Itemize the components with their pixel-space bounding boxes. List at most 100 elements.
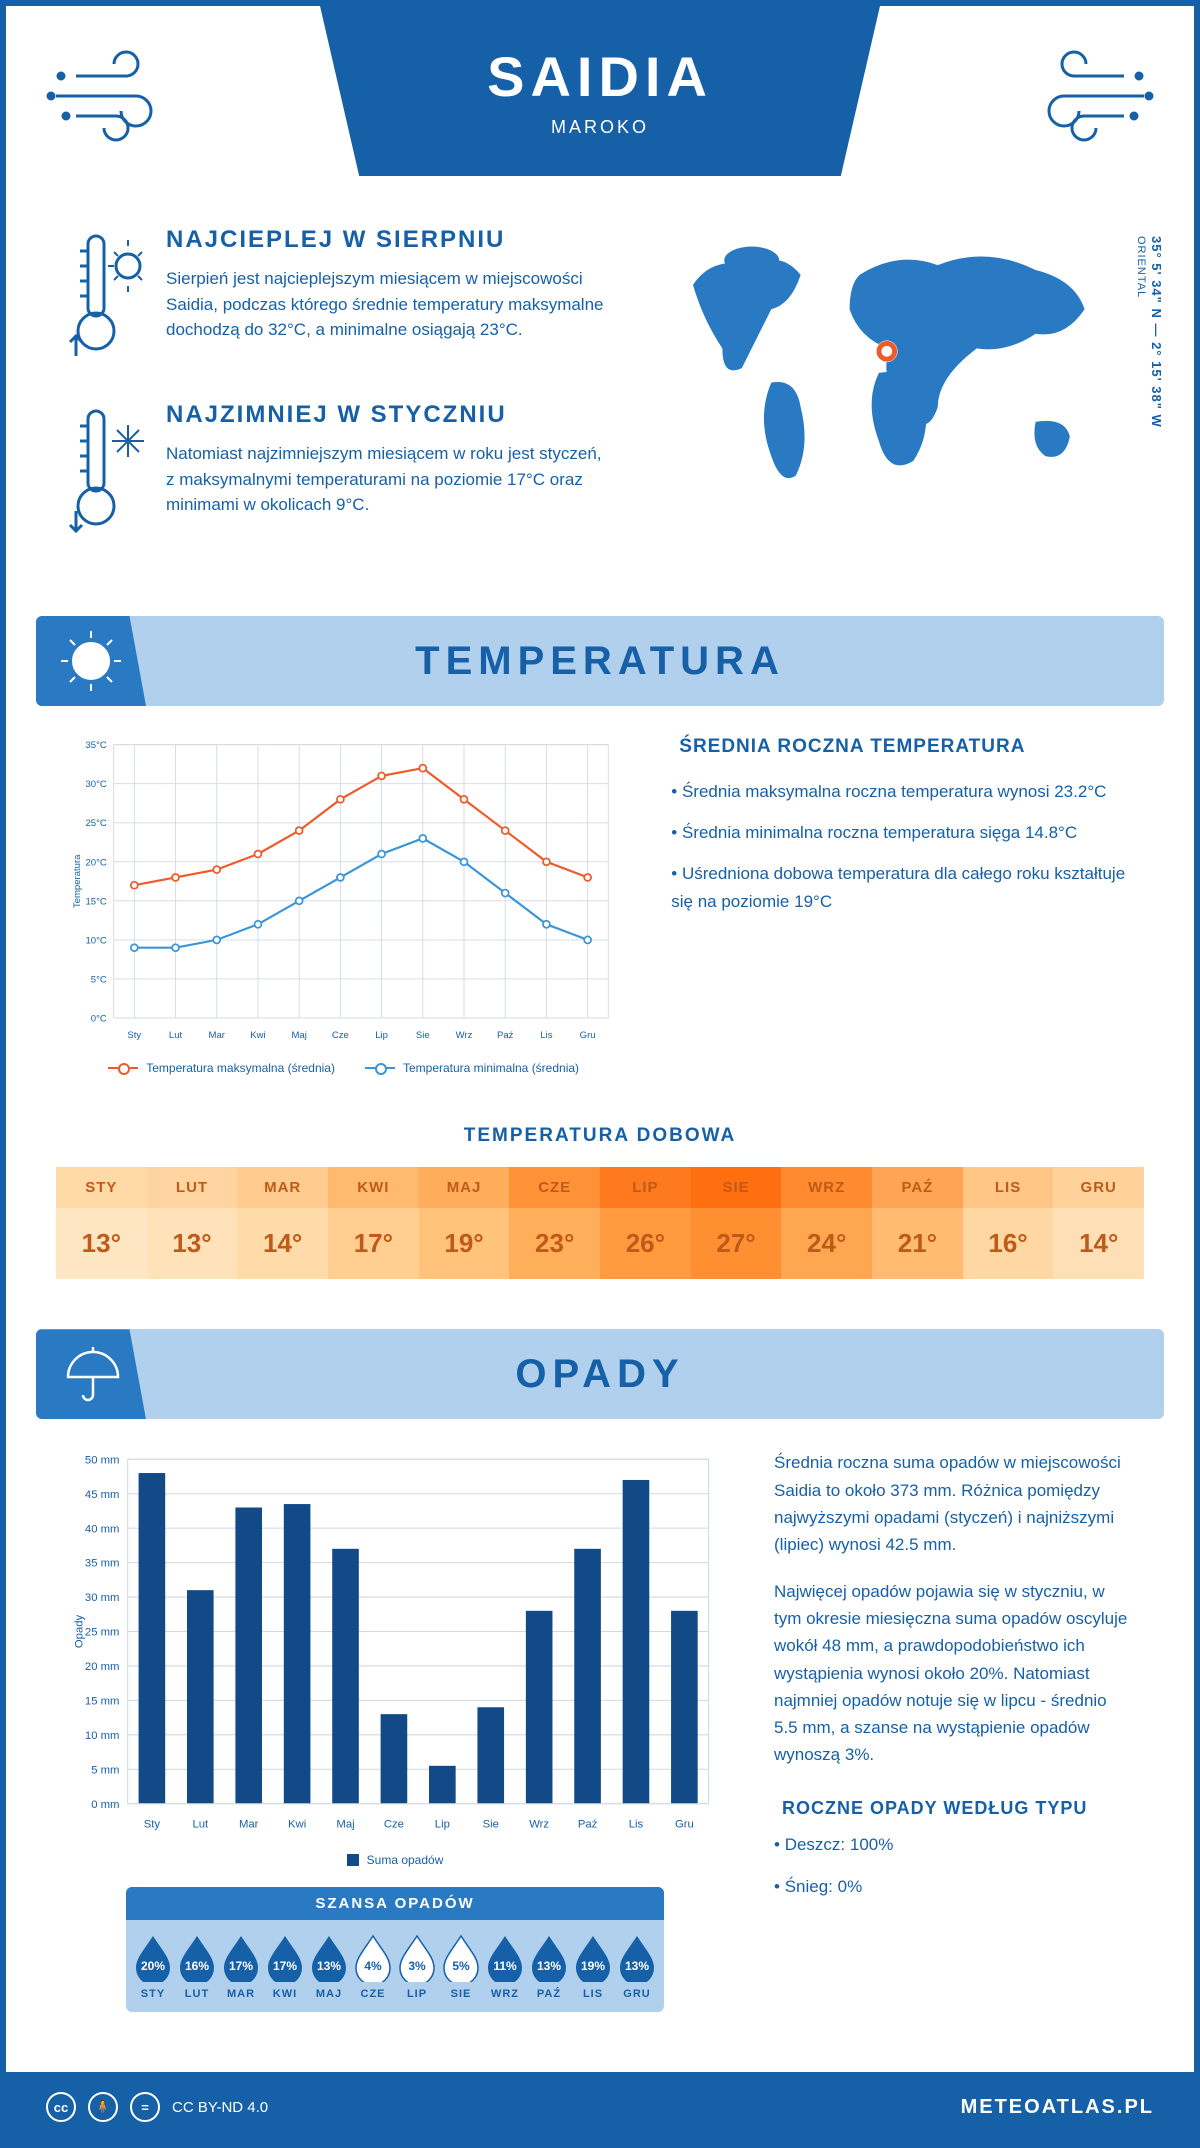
country-subtitle: MAROKO — [551, 117, 649, 138]
precip-text-2: Najwięcej opadów pojawia się w styczniu,… — [774, 1578, 1134, 1768]
chance-cell: 13%MAJ — [308, 1932, 350, 2000]
thermometer-cold-icon — [66, 401, 146, 546]
daily-cell: MAR14° — [237, 1167, 328, 1279]
coordinates: 35° 5' 34" N — 2° 15' 38" W ORIENTAL — [1134, 236, 1164, 428]
daily-cell: CZE23° — [509, 1167, 600, 1279]
chance-cell: 4%CZE — [352, 1932, 394, 2000]
temperature-title: TEMPERATURA — [415, 639, 785, 684]
warmest-block: NAJCIEPLEJ W SIERPNIU Sierpień jest najc… — [66, 226, 604, 371]
svg-text:25°C: 25°C — [85, 818, 106, 829]
chance-cell: 13%PAŹ — [528, 1932, 570, 2000]
thermometer-hot-icon — [66, 226, 146, 371]
svg-text:Wrz: Wrz — [456, 1030, 473, 1041]
svg-text:4%: 4% — [364, 1959, 382, 1973]
chance-cell: 20%STY — [132, 1932, 174, 2000]
svg-text:40 mm: 40 mm — [85, 1524, 120, 1536]
daily-cell: WRZ24° — [781, 1167, 872, 1279]
wind-icon — [1024, 46, 1154, 146]
svg-text:Sie: Sie — [483, 1819, 499, 1831]
svg-text:Sty: Sty — [127, 1030, 141, 1041]
svg-text:Kwi: Kwi — [250, 1030, 265, 1041]
svg-text:20%: 20% — [141, 1959, 165, 1973]
svg-text:Gru: Gru — [580, 1030, 596, 1041]
header-banner: SAIDIA MAROKO — [320, 6, 880, 176]
temperature-section-header: TEMPERATURA — [36, 616, 1164, 706]
daily-cell: MAJ19° — [419, 1167, 510, 1279]
sun-icon — [36, 616, 146, 706]
precip-text-1: Średnia roczna suma opadów w miejscowośc… — [774, 1449, 1134, 1558]
daily-cell: KWI17° — [328, 1167, 419, 1279]
precipitation-section-header: OPADY — [36, 1329, 1164, 1419]
svg-text:Mar: Mar — [209, 1030, 226, 1041]
svg-text:Lis: Lis — [629, 1819, 644, 1831]
coldest-title: NAJZIMNIEJ W STYCZNIU — [166, 401, 604, 429]
svg-text:Lut: Lut — [192, 1819, 209, 1831]
svg-text:0°C: 0°C — [91, 1013, 107, 1024]
svg-text:Sie: Sie — [416, 1030, 430, 1041]
daily-cell: SIE27° — [691, 1167, 782, 1279]
wind-icon — [46, 46, 176, 146]
svg-text:Sty: Sty — [144, 1819, 161, 1831]
temperature-chart: 0°C5°C10°C15°C20°C25°C30°C35°CStyLutMarK… — [66, 736, 621, 1048]
svg-text:15 mm: 15 mm — [85, 1696, 120, 1708]
svg-text:Cze: Cze — [384, 1819, 404, 1831]
warmest-text: Sierpień jest najcieplejszym miesiącem w… — [166, 266, 604, 343]
world-map: 35° 5' 34" N — 2° 15' 38" W ORIENTAL — [644, 226, 1134, 505]
svg-text:5°C: 5°C — [91, 974, 107, 985]
header: SAIDIA MAROKO — [6, 6, 1194, 206]
warmest-title: NAJCIEPLEJ W SIERPNIU — [166, 226, 604, 254]
svg-text:13%: 13% — [625, 1959, 649, 1973]
precipitation-title: OPADY — [515, 1352, 684, 1397]
chance-title: SZANSA OPADÓW — [126, 1887, 664, 1920]
daily-cell: LIS16° — [963, 1167, 1054, 1279]
svg-text:17%: 17% — [229, 1959, 253, 1973]
svg-text:25 mm: 25 mm — [85, 1627, 120, 1639]
daily-temp-title: TEMPERATURA DOBOWA — [6, 1125, 1194, 1147]
svg-text:15°C: 15°C — [85, 896, 106, 907]
precip-type-list: Deszcz: 100%Śnieg: 0% — [774, 1831, 1134, 1899]
temp-summary-item: Średnia maksymalna roczna temperatura wy… — [671, 778, 1134, 805]
svg-text:Paź: Paź — [578, 1819, 598, 1831]
svg-text:Opady: Opady — [73, 1615, 85, 1649]
chance-cell: 16%LUT — [176, 1932, 218, 2000]
coldest-text: Natomiast najzimniejszym miesiącem w rok… — [166, 441, 604, 518]
temp-summary-item: Średnia minimalna roczna temperatura się… — [671, 819, 1134, 846]
precip-type-item: Śnieg: 0% — [774, 1873, 1134, 1900]
chance-cell: 17%KWI — [264, 1932, 306, 2000]
svg-text:Kwi: Kwi — [288, 1819, 306, 1831]
umbrella-icon — [36, 1329, 146, 1419]
daily-cell: LUT13° — [147, 1167, 238, 1279]
svg-text:Lut: Lut — [169, 1030, 183, 1041]
svg-text:Cze: Cze — [332, 1030, 349, 1041]
temp-summary-title: ŚREDNIA ROCZNA TEMPERATURA — [671, 736, 1134, 758]
chance-cell: 5%SIE — [440, 1932, 482, 2000]
svg-text:11%: 11% — [493, 1959, 517, 1973]
chance-cell: 11%WRZ — [484, 1932, 526, 2000]
svg-text:10 mm: 10 mm — [85, 1730, 120, 1742]
svg-text:Lip: Lip — [435, 1819, 450, 1831]
svg-text:30 mm: 30 mm — [85, 1592, 120, 1604]
nd-icon: = — [130, 2092, 160, 2122]
svg-text:Gru: Gru — [675, 1819, 694, 1831]
svg-text:0 mm: 0 mm — [91, 1799, 119, 1811]
precip-type-title: ROCZNE OPADY WEDŁUG TYPU — [774, 1798, 1134, 1819]
svg-text:45 mm: 45 mm — [85, 1489, 120, 1501]
svg-text:5 mm: 5 mm — [91, 1765, 119, 1777]
daily-cell: STY13° — [56, 1167, 147, 1279]
temperature-legend: .legend-line[style*='ee5a2a']::after{bor… — [66, 1061, 621, 1075]
svg-text:3%: 3% — [408, 1959, 426, 1973]
svg-text:35°C: 35°C — [85, 740, 106, 751]
daily-cell: PAŹ21° — [872, 1167, 963, 1279]
svg-text:Maj: Maj — [336, 1819, 354, 1831]
footer: cc 🧍 = CC BY-ND 4.0 METEOATLAS.PL — [6, 2072, 1194, 2142]
svg-text:17%: 17% — [273, 1959, 297, 1973]
daily-temp-table: STY13°LUT13°MAR14°KWI17°MAJ19°CZE23°LIP2… — [56, 1167, 1144, 1279]
svg-text:13%: 13% — [317, 1959, 341, 1973]
chance-cell: 3%LIP — [396, 1932, 438, 2000]
precipitation-chart: 0 mm5 mm10 mm15 mm20 mm25 mm30 mm35 mm40… — [66, 1449, 724, 1840]
svg-text:Mar: Mar — [239, 1819, 259, 1831]
coldest-block: NAJZIMNIEJ W STYCZNIU Natomiast najzimni… — [66, 401, 604, 546]
chance-cell: 17%MAR — [220, 1932, 262, 2000]
by-icon: 🧍 — [88, 2092, 118, 2122]
cc-icon: cc — [46, 2092, 76, 2122]
